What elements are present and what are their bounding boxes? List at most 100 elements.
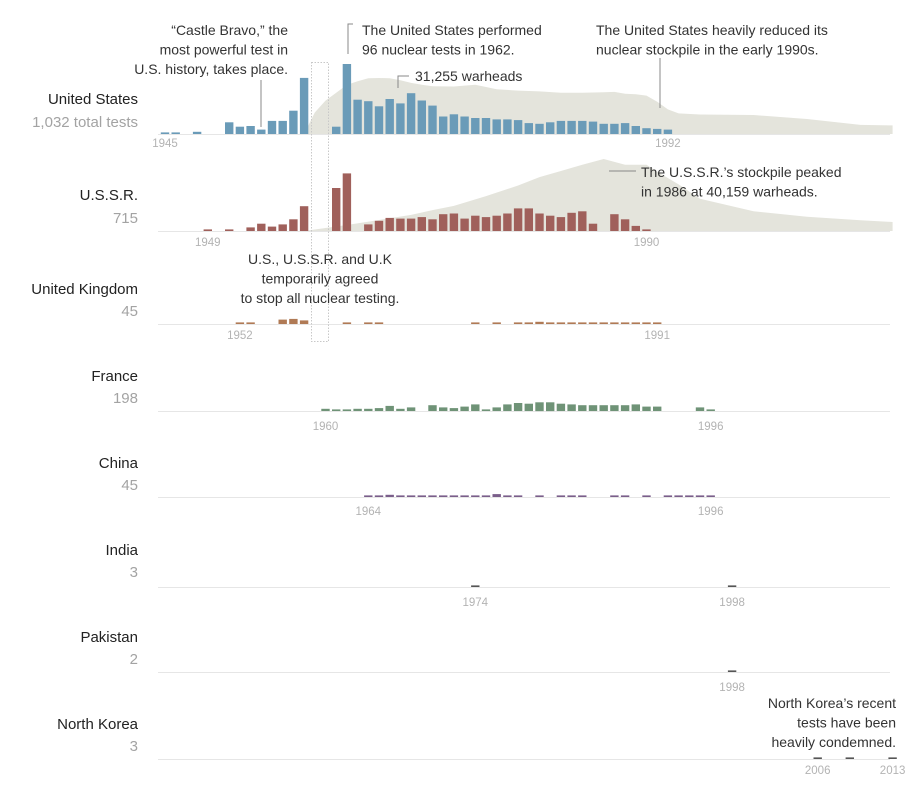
test-bar [524, 403, 533, 411]
test-bar [471, 404, 480, 411]
test-bar [471, 585, 480, 587]
north-korea-annotation: North Korea’s recent tests have been heavi… [768, 695, 896, 750]
total-tests-label: 2 [130, 651, 138, 668]
test-bar [481, 217, 491, 231]
total-tests-label: 3 [130, 738, 138, 755]
test-bar [588, 322, 598, 324]
tests-1962-leader [347, 23, 353, 54]
test-bar [546, 122, 555, 134]
test-bar [599, 405, 608, 411]
test-bar [513, 403, 523, 411]
test-bar [417, 495, 426, 497]
test-bar [374, 220, 384, 231]
year-tick-label: 1945 [152, 138, 178, 150]
test-bar [685, 495, 694, 497]
test-bar [439, 407, 448, 411]
test-bar [642, 229, 651, 231]
test-bar [695, 407, 705, 411]
test-bar [471, 495, 480, 497]
test-bar [332, 188, 341, 231]
test-bar [353, 408, 362, 411]
total-tests-label: 715 [113, 210, 138, 227]
test-bar [289, 219, 298, 231]
annotation-line: heavily condemned. [771, 734, 896, 750]
annotation-line: The United States heavily reduced its [596, 22, 828, 38]
test-bar [267, 120, 277, 134]
test-bar [578, 405, 587, 411]
test-bar [364, 322, 373, 324]
test-bar [653, 128, 662, 134]
year-tick-label: 1996 [698, 506, 724, 518]
test-bar [396, 103, 405, 134]
year-tick-label: 1952 [227, 330, 253, 342]
test-bar [449, 114, 459, 134]
test-bar [524, 322, 533, 324]
country-label: United Kingdom [31, 281, 138, 298]
test-bar [353, 99, 362, 134]
total-tests-label: 198 [113, 390, 138, 407]
annotation-line: The United States performed [362, 22, 542, 38]
test-bar [449, 213, 459, 231]
test-bar [278, 224, 287, 231]
test-bar [845, 757, 854, 759]
stockpile-area [304, 159, 893, 231]
test-bar [567, 404, 576, 411]
year-tick-label: 1960 [313, 421, 339, 433]
test-bar [299, 320, 309, 324]
test-bar [439, 495, 448, 497]
country-label: China [99, 455, 139, 472]
annotation-line: nuclear stockpile in the early 1990s. [596, 42, 819, 58]
test-bar [481, 118, 491, 134]
test-bar [235, 126, 245, 134]
test-bar [610, 123, 619, 134]
castle-bravo-annotation: “Castle Bravo,” the most powerful test in… [134, 22, 288, 77]
test-bar [642, 322, 651, 324]
year-tick-label: 1996 [698, 421, 724, 433]
test-bar [439, 214, 448, 231]
test-bar [727, 585, 737, 587]
test-bar [663, 495, 673, 497]
test-bar [278, 319, 287, 324]
test-bar [246, 227, 255, 231]
test-bar [460, 218, 469, 231]
year-tick-label: 1998 [719, 682, 745, 694]
test-bar [556, 322, 566, 324]
test-bar [364, 224, 373, 231]
test-bar [471, 215, 480, 231]
country-label: U.S.S.R. [80, 187, 138, 204]
annotation-line: 31,255 warheads [415, 68, 522, 84]
test-bar [588, 121, 598, 134]
test-bar [610, 214, 619, 231]
annotation-line: tests have been [797, 715, 896, 731]
annotation-line: temporarily agreed [262, 271, 379, 287]
test-bar [535, 213, 544, 231]
test-bar [653, 322, 662, 324]
test-bar [396, 495, 405, 497]
total-tests-label: 1,032 total tests [32, 114, 138, 131]
test-bar [599, 322, 608, 324]
test-bar [535, 123, 544, 134]
test-bar [278, 120, 287, 134]
test-bar [492, 322, 501, 324]
test-bar [503, 495, 512, 497]
year-tick-label: 1974 [463, 597, 489, 609]
test-bar [513, 120, 523, 134]
test-bar [439, 116, 448, 134]
year-tick-label: 2006 [805, 765, 831, 777]
test-bar [620, 405, 630, 411]
test-bar [567, 495, 576, 497]
test-bar [578, 322, 587, 324]
test-bar [257, 129, 266, 134]
test-bar [342, 64, 352, 134]
country-label: India [105, 542, 138, 559]
test-bar [503, 404, 512, 411]
test-bar [225, 229, 234, 231]
test-bar [342, 173, 352, 231]
test-bar [160, 132, 170, 134]
test-bar [492, 215, 501, 231]
annotation-line: most powerful test in [160, 42, 288, 58]
moratorium-box [311, 62, 329, 342]
test-bar [524, 208, 533, 231]
test-bar [492, 494, 501, 497]
test-bar [374, 495, 384, 497]
